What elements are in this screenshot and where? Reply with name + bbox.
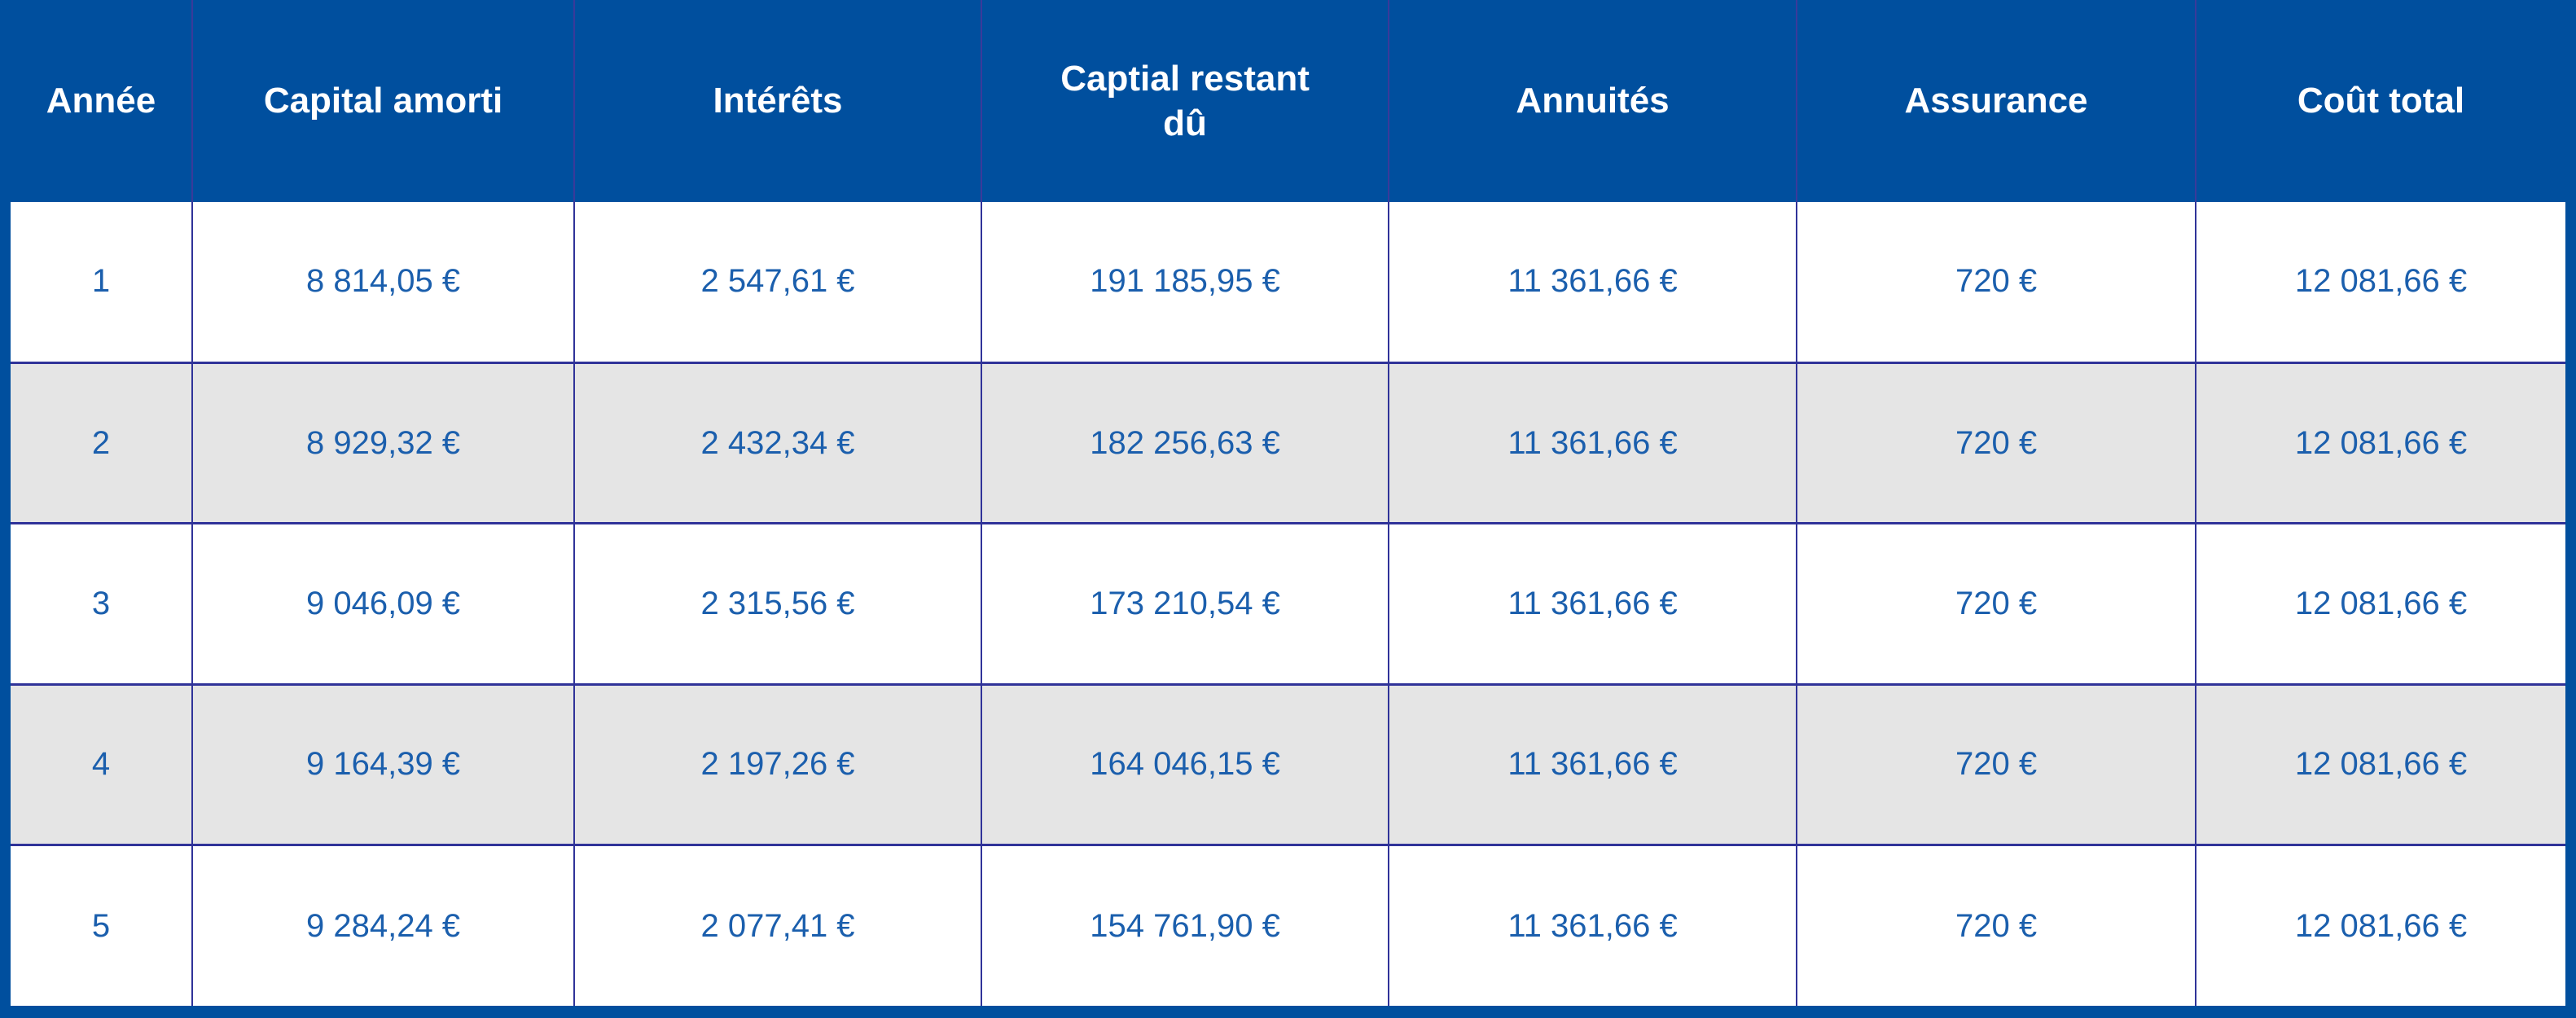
cell-cout-total: 12 081,66 € bbox=[2195, 361, 2565, 524]
cell-annee: 5 bbox=[11, 844, 193, 1006]
cell-annuites: 11 361,66 € bbox=[1388, 844, 1797, 1006]
table-row: 2 8 929,32 € 2 432,34 € 182 256,63 € 11 … bbox=[11, 361, 2565, 524]
cell-cout-total: 12 081,66 € bbox=[2195, 844, 2565, 1006]
col-header-label: Capital amorti bbox=[263, 80, 503, 121]
cell-interets: 2 547,61 € bbox=[573, 202, 982, 363]
cell-annee: 4 bbox=[11, 682, 193, 845]
cell-capital-amorti: 9 164,39 € bbox=[191, 682, 574, 845]
col-header-label: Annuités bbox=[1516, 80, 1670, 121]
col-header-annuites: Annuités bbox=[1388, 0, 1797, 202]
cell-annee: 3 bbox=[11, 522, 193, 685]
cell-cout-total: 12 081,66 € bbox=[2195, 682, 2565, 845]
cell-cout-total: 12 081,66 € bbox=[2195, 202, 2565, 363]
col-header-label: Coût total bbox=[2297, 80, 2465, 121]
cell-annee: 1 bbox=[11, 202, 193, 363]
cell-cout-total: 12 081,66 € bbox=[2195, 522, 2565, 685]
cell-interets: 2 315,56 € bbox=[573, 522, 982, 685]
cell-capital-restant-du: 164 046,15 € bbox=[981, 682, 1389, 845]
cell-capital-restant-du: 182 256,63 € bbox=[981, 361, 1389, 524]
cell-interets: 2 197,26 € bbox=[573, 682, 982, 845]
table-row: 1 8 814,05 € 2 547,61 € 191 185,95 € 11 … bbox=[11, 202, 2565, 363]
table-row: 4 9 164,39 € 2 197,26 € 164 046,15 € 11 … bbox=[11, 682, 2565, 845]
table-row: 5 9 284,24 € 2 077,41 € 154 761,90 € 11 … bbox=[11, 844, 2565, 1006]
cell-assurance: 720 € bbox=[1796, 202, 2196, 363]
col-header-assurance: Assurance bbox=[1796, 0, 2196, 202]
col-header-cout-total: Coût total bbox=[2195, 0, 2565, 202]
col-header-capital-amorti: Capital amorti bbox=[191, 0, 574, 202]
cell-capital-amorti: 9 284,24 € bbox=[191, 844, 574, 1006]
cell-assurance: 720 € bbox=[1796, 682, 2196, 845]
cell-annuites: 11 361,66 € bbox=[1388, 361, 1797, 524]
table-row: 3 9 046,09 € 2 315,56 € 173 210,54 € 11 … bbox=[11, 522, 2565, 685]
cell-assurance: 720 € bbox=[1796, 844, 2196, 1006]
cell-interets: 2 432,34 € bbox=[573, 361, 982, 524]
cell-interets: 2 077,41 € bbox=[573, 844, 982, 1006]
col-header-label: Assurance bbox=[1904, 80, 2088, 121]
col-header-interets: Intérêts bbox=[573, 0, 982, 202]
col-header-capital-restant-du: Captial restant dû bbox=[981, 0, 1389, 202]
amortization-table: Année Capital amorti Intérêts Captial re… bbox=[11, 0, 2565, 1006]
cell-capital-restant-du: 173 210,54 € bbox=[981, 522, 1389, 685]
cell-annuites: 11 361,66 € bbox=[1388, 202, 1797, 363]
cell-capital-amorti: 8 929,32 € bbox=[191, 361, 574, 524]
col-header-annee: Année bbox=[11, 0, 193, 202]
cell-annuites: 11 361,66 € bbox=[1388, 682, 1797, 845]
cell-capital-amorti: 9 046,09 € bbox=[191, 522, 574, 685]
cell-capital-restant-du: 154 761,90 € bbox=[981, 844, 1389, 1006]
col-header-label: Année bbox=[46, 80, 156, 121]
col-header-label: Intérêts bbox=[713, 80, 843, 121]
col-header-label: Captial restant dû bbox=[1060, 59, 1310, 143]
cell-capital-amorti: 8 814,05 € bbox=[191, 202, 574, 363]
header-row: Année Capital amorti Intérêts Captial re… bbox=[11, 0, 2565, 202]
cell-annuites: 11 361,66 € bbox=[1388, 522, 1797, 685]
cell-capital-restant-du: 191 185,95 € bbox=[981, 202, 1389, 363]
cell-assurance: 720 € bbox=[1796, 522, 2196, 685]
cell-assurance: 720 € bbox=[1796, 361, 2196, 524]
cell-annee: 2 bbox=[11, 361, 193, 524]
